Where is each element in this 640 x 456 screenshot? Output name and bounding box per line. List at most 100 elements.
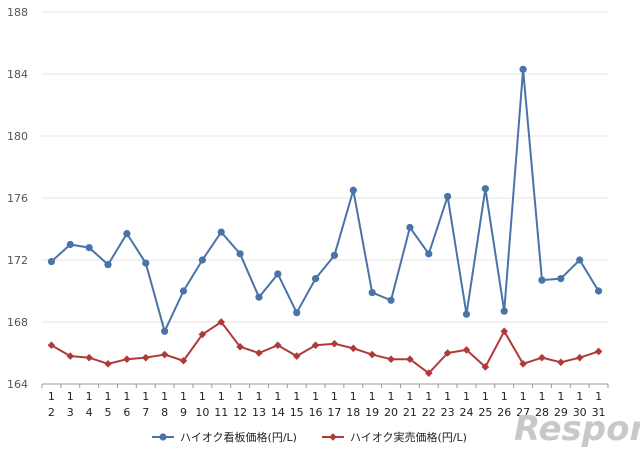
legend-label: ハイオク実売価格(円/L) bbox=[350, 430, 467, 444]
data-point bbox=[538, 276, 546, 284]
x-tick-label-top: 1 bbox=[218, 390, 225, 403]
x-tick-label-top: 1 bbox=[388, 390, 395, 403]
x-tick-label: 19 bbox=[365, 406, 379, 419]
x-tick-label: 3 bbox=[67, 406, 74, 419]
x-tick-label-top: 1 bbox=[180, 390, 187, 403]
y-tick-label: 188 bbox=[7, 6, 28, 19]
x-tick-label-top: 1 bbox=[576, 390, 583, 403]
x-tick-label: 6 bbox=[123, 406, 130, 419]
x-tick-label-top: 1 bbox=[444, 390, 451, 403]
data-point bbox=[142, 259, 150, 267]
data-point bbox=[575, 353, 584, 362]
x-tick-label-top: 1 bbox=[237, 390, 244, 403]
x-tick-label: 4 bbox=[86, 406, 93, 419]
data-point bbox=[576, 256, 584, 264]
x-tick-label-top: 1 bbox=[406, 390, 413, 403]
gridlines bbox=[42, 11, 608, 385]
x-tick-label: 18 bbox=[346, 406, 360, 419]
x-tick-label-top: 1 bbox=[86, 390, 93, 403]
data-point bbox=[66, 240, 74, 249]
x-tick-label-top: 1 bbox=[501, 390, 508, 403]
y-tick-label: 168 bbox=[7, 316, 28, 329]
x-tick-label-top: 1 bbox=[255, 390, 262, 403]
x-tick-label: 16 bbox=[309, 406, 323, 419]
series-line bbox=[50, 321, 599, 375]
x-tick-label-top: 1 bbox=[105, 390, 112, 403]
data-point bbox=[160, 350, 169, 359]
x-tick-label: 27 bbox=[516, 406, 530, 419]
data-point bbox=[47, 341, 56, 350]
data-point bbox=[557, 275, 565, 283]
x-tick-label-top: 1 bbox=[312, 390, 319, 403]
data-point bbox=[104, 261, 112, 269]
x-tick-label: 30 bbox=[573, 406, 587, 419]
x-tick-label: 11 bbox=[214, 406, 228, 419]
x-tick-label: 25 bbox=[478, 406, 492, 419]
legend-swatch-marker bbox=[329, 433, 337, 441]
x-tick-label: 5 bbox=[105, 406, 112, 419]
x-tick-label: 29 bbox=[554, 406, 568, 419]
x-tick-label: 12 bbox=[233, 406, 247, 419]
x-tick-label: 10 bbox=[195, 406, 209, 419]
x-tick-label-top: 1 bbox=[293, 390, 300, 403]
data-point bbox=[123, 355, 131, 363]
data-point bbox=[594, 347, 603, 356]
data-point bbox=[594, 287, 603, 295]
data-point bbox=[85, 244, 93, 252]
x-tick-label: 24 bbox=[460, 406, 474, 419]
axes: 1641681721761801841881213141516171819110… bbox=[7, 6, 609, 419]
x-tick-label-top: 1 bbox=[331, 390, 338, 403]
x-tick-label-top: 1 bbox=[274, 390, 281, 403]
data-point bbox=[236, 343, 244, 351]
data-point bbox=[519, 360, 527, 368]
data-point bbox=[274, 341, 282, 350]
x-tick-label: 23 bbox=[441, 406, 455, 419]
data-point bbox=[406, 355, 414, 363]
x-tick-label: 15 bbox=[290, 406, 304, 419]
x-tick-label-top: 1 bbox=[463, 390, 470, 403]
data-point bbox=[349, 344, 358, 353]
data-point bbox=[217, 228, 225, 236]
data-point bbox=[368, 350, 376, 359]
x-tick-label: 26 bbox=[497, 406, 511, 419]
data-point bbox=[330, 251, 339, 259]
x-tick-label-top: 1 bbox=[161, 390, 168, 403]
x-tick-label: 17 bbox=[327, 406, 341, 419]
data-point bbox=[444, 192, 452, 201]
x-tick-label: 2 bbox=[48, 406, 55, 419]
data-point bbox=[368, 288, 376, 297]
x-tick-label-top: 1 bbox=[350, 390, 357, 403]
response-watermark-logo: Response. bbox=[514, 409, 640, 449]
data-point bbox=[425, 250, 433, 258]
x-tick-label: 28 bbox=[535, 406, 549, 419]
data-point bbox=[85, 353, 93, 362]
x-tick-label-top: 1 bbox=[595, 390, 602, 403]
x-tick-label-top: 1 bbox=[67, 390, 74, 403]
legend-label: ハイオク看板価格(円/L) bbox=[180, 430, 297, 444]
x-tick-label-top: 1 bbox=[123, 390, 130, 403]
x-tick-label-top: 1 bbox=[369, 390, 376, 403]
data-point bbox=[519, 65, 527, 73]
y-tick-label: 172 bbox=[7, 254, 28, 267]
x-tick-label: 8 bbox=[161, 406, 168, 419]
x-tick-label-top: 1 bbox=[482, 390, 489, 403]
data-point bbox=[217, 318, 226, 326]
data-point bbox=[424, 369, 433, 377]
data-point bbox=[481, 185, 489, 193]
data-point bbox=[104, 360, 112, 368]
data-point bbox=[198, 256, 206, 264]
data-point bbox=[387, 296, 395, 304]
data-point bbox=[500, 327, 509, 336]
series-line bbox=[50, 68, 600, 333]
data-point bbox=[47, 257, 56, 266]
x-tick-label-top: 1 bbox=[142, 390, 149, 403]
data-point bbox=[443, 349, 452, 357]
x-tick-label-top: 1 bbox=[520, 390, 527, 403]
data-point bbox=[66, 352, 75, 360]
data-point bbox=[500, 307, 508, 315]
x-tick-label-top: 1 bbox=[557, 390, 564, 403]
y-tick-label: 180 bbox=[7, 130, 28, 143]
data-point bbox=[387, 355, 395, 363]
x-tick-label-top: 1 bbox=[538, 390, 545, 403]
